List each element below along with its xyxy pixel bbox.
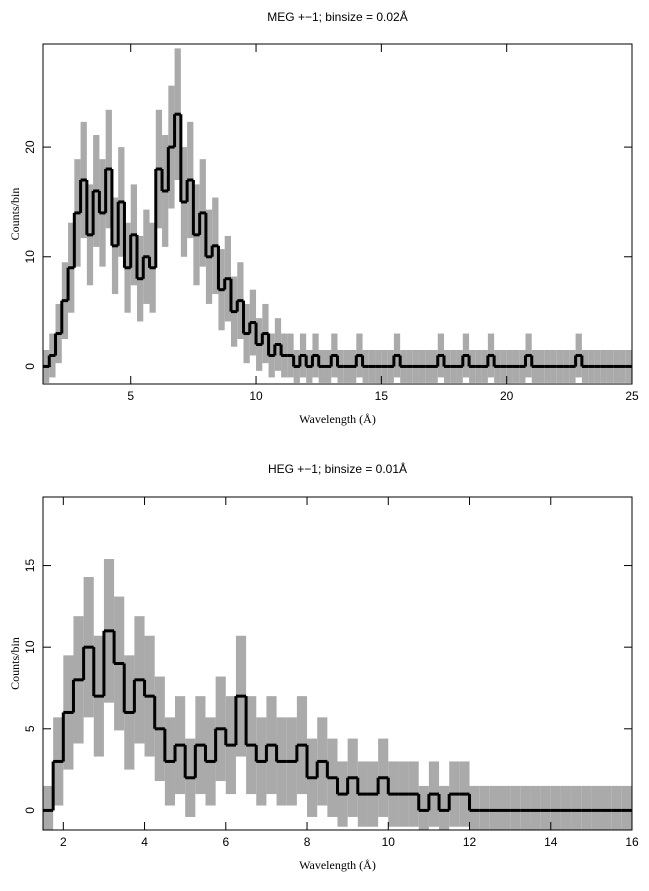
step-connector [47,114,584,367]
error-bar [560,785,572,830]
error-bar [601,785,612,830]
error-bar [520,785,531,830]
error-bar [479,785,490,830]
error-bar [418,785,429,830]
y-tick-label: 5 [23,725,37,732]
chart-title: MEG +−1; binsize = 0.02Å [267,9,407,24]
y-axis-label: Counts/bin [8,637,22,690]
error-bar [632,350,638,383]
x-tick-label: 12 [463,835,477,849]
y-tick-label: 0 [23,363,37,370]
x-tick-label: 14 [544,835,558,849]
step-connector [51,630,472,811]
x-tick-label: 10 [382,835,396,849]
error-bar [550,785,561,830]
y-tick-label: 15 [23,559,37,573]
x-tick-label: 10 [249,389,263,403]
plot-area [43,559,642,835]
error-bar [611,785,622,830]
error-bar [632,786,642,835]
error-bar [489,785,500,830]
error-bar [581,785,592,830]
y-axis-label: Counts/bin [8,188,22,241]
plot-frame [42,496,633,831]
x-axis-label: Wavelength (Å) [299,412,376,426]
error-bar [439,785,450,830]
x-tick-label: 15 [375,389,389,403]
error-bar [43,785,54,830]
plot-area [43,48,638,383]
error-bar [530,785,541,830]
x-tick-label: 16 [625,835,639,849]
chart-title: HEG +−1; binsize = 0.01Å [268,461,407,476]
error-bar [540,785,551,830]
x-tick-label: 8 [304,835,311,849]
x-tick-label: 5 [127,389,134,403]
error-bar [469,785,480,830]
x-axis-label: Wavelength (Å) [299,858,376,872]
x-tick-label: 4 [141,835,148,849]
y-tick-label: 10 [23,640,37,654]
error-bar [510,785,521,830]
plot-frame [42,43,633,385]
error-bar [499,785,511,830]
y-tick-label: 0 [23,807,37,814]
x-tick-label: 2 [60,835,67,849]
x-tick-label: 6 [222,835,229,849]
error-bar [591,785,602,830]
error-bar [571,785,582,830]
y-tick-label: 10 [23,250,37,264]
x-tick-label: 25 [625,389,639,403]
x-tick-label: 20 [500,389,514,403]
error-bar [621,785,632,830]
y-tick-label: 20 [23,140,37,154]
